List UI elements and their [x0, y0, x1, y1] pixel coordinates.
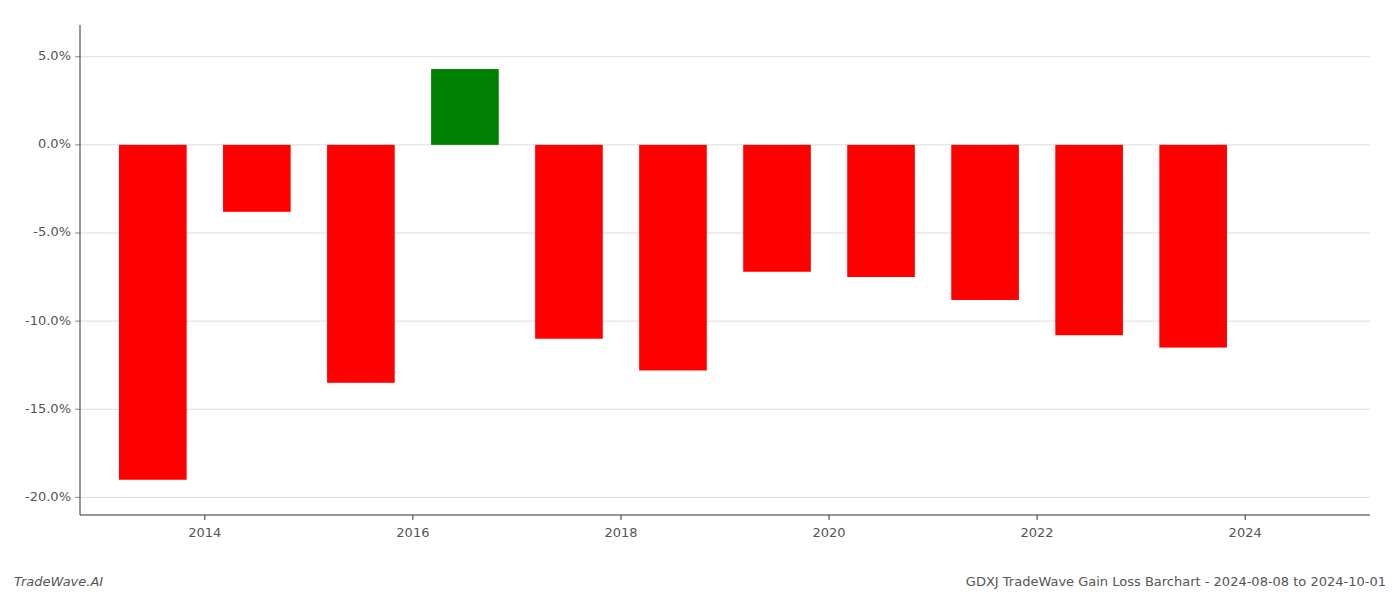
x-tick — [1037, 515, 1038, 520]
footer-left: TradeWave.AI — [14, 574, 103, 589]
y-tick-label: -10.0% — [25, 313, 71, 328]
grid-line — [80, 56, 1370, 57]
y-tick-label: -15.0% — [25, 401, 71, 416]
x-tick-label: 2014 — [188, 525, 221, 540]
y-tick-label: -5.0% — [33, 224, 71, 239]
axes: -20.0% -15.0% -10.0% -5.0% 0.0% 5.0% 2014 2016 2… — [25, 25, 1370, 540]
y-tick — [75, 497, 80, 498]
bar — [431, 69, 499, 145]
grid-line — [80, 409, 1370, 410]
y-tick — [75, 409, 80, 410]
y-tick — [75, 232, 80, 233]
bars — [119, 69, 1227, 480]
bar — [119, 145, 187, 480]
y-axis-line — [80, 25, 81, 515]
x-tick-label: 2020 — [812, 525, 845, 540]
x-tick — [829, 515, 830, 520]
chart: -20.0% -15.0% -10.0% -5.0% 0.0% 5.0% 2014 2016 2… — [0, 0, 1400, 600]
y-tick-label: 0.0% — [38, 136, 71, 151]
x-tick-label: 2018 — [604, 525, 637, 540]
bar — [639, 145, 707, 371]
x-tick — [204, 515, 205, 520]
y-tick — [75, 144, 80, 145]
bar — [1055, 145, 1123, 335]
x-tick-label: 2016 — [396, 525, 429, 540]
bar — [1159, 145, 1227, 348]
bar — [951, 145, 1019, 300]
x-axis-line — [80, 514, 1370, 515]
x-tick — [1245, 515, 1246, 520]
title: GDXJ TradeWave Gain Loss Barchart - 2024… — [966, 574, 1386, 589]
bar — [223, 145, 291, 212]
x-tick-label: 2024 — [1229, 525, 1262, 540]
y-tick-label: 5.0% — [38, 48, 71, 63]
x-tick — [620, 515, 621, 520]
bar — [847, 145, 915, 277]
bar — [743, 145, 811, 272]
x-tick — [412, 515, 413, 520]
y-tick — [75, 56, 80, 57]
y-tick-label: -20.0% — [25, 489, 71, 504]
x-tick-label: 2022 — [1021, 525, 1054, 540]
bar — [327, 145, 395, 383]
grid-line — [80, 497, 1370, 498]
y-tick — [75, 321, 80, 322]
bar — [535, 145, 603, 339]
grid — [80, 57, 1370, 498]
